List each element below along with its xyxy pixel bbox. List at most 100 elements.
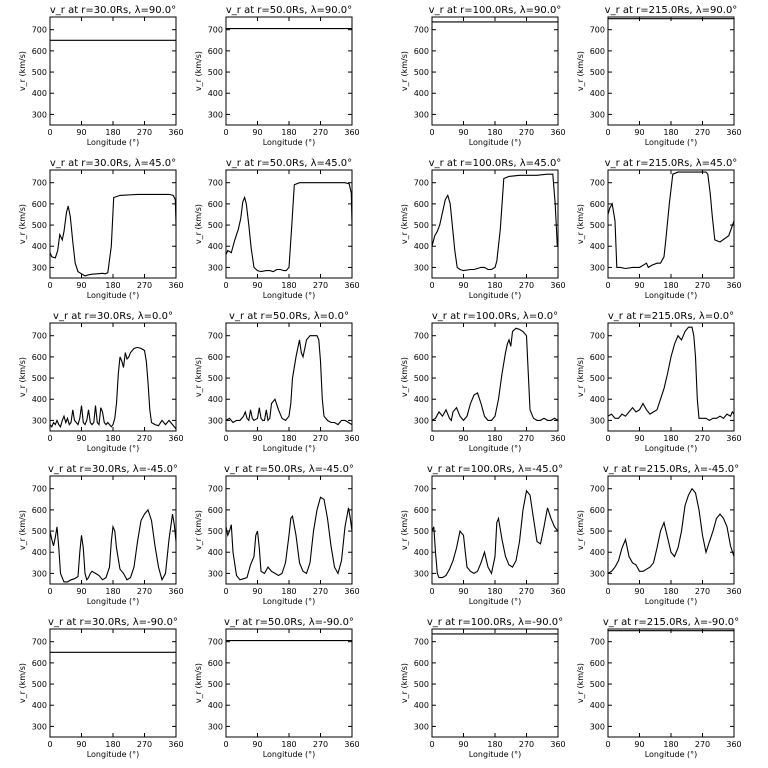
y-axis-label: v_r (km/s) (400, 510, 409, 550)
y-axis-label: v_r (km/s) (576, 510, 585, 550)
x-tick-label: 90 (252, 128, 262, 137)
y-tick-label: 300 (208, 416, 223, 425)
x-tick-label: 360 (550, 434, 565, 443)
x-tick-label: 270 (313, 740, 328, 749)
panel-title: v_r at r=50.0Rs, λ=0.0° (229, 311, 349, 322)
plot-frame (225, 628, 353, 738)
x-tick-label: 90 (634, 128, 644, 137)
panel-title: v_r at r=215.0Rs, λ=0.0° (608, 311, 734, 322)
panel-title: v_r at r=30.0Rs, λ=0.0° (53, 311, 173, 322)
panel: v_r at r=50.0Rs, λ=-90.0° 0 90 180 270 360 300… (194, 617, 360, 759)
x-tick-label: 360 (168, 128, 183, 137)
x-tick-label: 270 (313, 434, 328, 443)
series-line (431, 173, 558, 272)
y-tick-label: 500 (590, 374, 605, 383)
x-tick-label: 90 (634, 281, 644, 290)
panel-title: v_r at r=215.0Rs, λ=-90.0° (603, 617, 739, 628)
y-tick-label: 600 (590, 353, 605, 362)
x-tick-label: 180 (281, 434, 296, 443)
y-tick-label: 700 (32, 179, 47, 188)
panel-title: v_r at r=50.0Rs, λ=-45.0° (224, 464, 354, 475)
x-tick-label: 270 (137, 587, 152, 596)
x-axis-label: Longitude (°) (645, 138, 698, 147)
x-tick-label: 90 (634, 740, 644, 749)
y-tick-label: 700 (590, 179, 605, 188)
x-tick-label: 180 (487, 434, 502, 443)
plot-frame (607, 628, 735, 738)
y-tick-label: 600 (32, 200, 47, 209)
x-tick-label: 180 (105, 434, 120, 443)
panel-title: v_r at r=100.0Rs, λ=90.0° (429, 5, 562, 16)
y-tick-label: 500 (414, 221, 429, 230)
x-axis-label: Longitude (°) (645, 444, 698, 453)
x-tick-label: 180 (663, 281, 678, 290)
y-axis-label: v_r (km/s) (400, 357, 409, 397)
plot-frame (49, 169, 177, 279)
y-tick-label: 400 (32, 89, 47, 98)
x-tick-label: 180 (663, 740, 678, 749)
panel: v_r at r=100.0Rs, λ=90.0° 0 90 180 270 360 300… (400, 5, 566, 147)
x-axis-label: Longitude (°) (645, 291, 698, 300)
series-line (431, 489, 559, 579)
panel-title: v_r at r=30.0Rs, λ=45.0° (50, 158, 176, 169)
x-tick-label: 0 (47, 587, 52, 596)
x-tick-label: 180 (281, 281, 296, 290)
x-tick-label: 360 (550, 740, 565, 749)
y-tick-label: 300 (32, 263, 47, 272)
y-tick-label: 600 (414, 353, 429, 362)
y-tick-label: 600 (208, 47, 223, 56)
plot-frame (431, 628, 559, 738)
x-tick-label: 360 (726, 740, 741, 749)
y-tick-label: 300 (32, 416, 47, 425)
panel-title: v_r at r=100.0Rs, λ=0.0° (432, 311, 558, 322)
x-tick-label: 180 (281, 587, 296, 596)
y-tick-label: 300 (590, 263, 605, 272)
x-axis-label: Longitude (°) (263, 597, 316, 606)
series-line (225, 182, 353, 273)
x-tick-label: 270 (313, 128, 328, 137)
y-tick-label: 400 (32, 395, 47, 404)
x-tick-label: 360 (344, 434, 359, 443)
x-tick-label: 360 (168, 740, 183, 749)
plot-frame (225, 475, 353, 585)
y-tick-label: 700 (32, 485, 47, 494)
y-tick-label: 500 (32, 221, 47, 230)
x-tick-label: 90 (252, 434, 262, 443)
panel: v_r at r=100.0Rs, λ=-90.0° 0 90 180 270 360 30… (400, 617, 566, 759)
x-tick-label: 0 (47, 128, 52, 137)
series-line (49, 193, 177, 277)
y-tick-label: 500 (414, 374, 429, 383)
y-tick-label: 700 (208, 485, 223, 494)
plot-frame (431, 169, 559, 279)
x-tick-label: 180 (105, 587, 120, 596)
y-tick-label: 700 (590, 638, 605, 647)
y-tick-label: 600 (590, 659, 605, 668)
panel: v_r at r=215.0Rs, λ=90.0° 0 90 180 270 360 300… (576, 5, 742, 147)
y-tick-label: 600 (590, 47, 605, 56)
y-tick-label: 600 (414, 659, 429, 668)
x-tick-label: 270 (313, 587, 328, 596)
series-line (607, 171, 735, 270)
panel: v_r at r=100.0Rs, λ=-45.0° 0 90 180 270 360 30… (400, 464, 566, 606)
panel: v_r at r=30.0Rs, λ=-90.0° 0 90 180 270 360 300… (18, 617, 184, 759)
panel: v_r at r=215.0Rs, λ=45.0° 0 90 180 270 360 300… (576, 158, 742, 300)
y-tick-label: 600 (32, 659, 47, 668)
x-tick-label: 270 (519, 281, 534, 290)
plot-frame (225, 16, 353, 126)
y-tick-label: 700 (590, 485, 605, 494)
x-tick-label: 270 (695, 281, 710, 290)
y-tick-label: 600 (590, 506, 605, 515)
panel-title: v_r at r=30.0Rs, λ=90.0° (50, 5, 176, 16)
y-axis-label: v_r (km/s) (18, 663, 27, 703)
x-tick-label: 0 (605, 587, 610, 596)
y-tick-label: 600 (208, 659, 223, 668)
y-tick-label: 400 (590, 701, 605, 710)
y-tick-label: 600 (414, 200, 429, 209)
y-tick-label: 700 (32, 332, 47, 341)
x-tick-label: 90 (76, 740, 86, 749)
panel: v_r at r=215.0Rs, λ=0.0° 0 90 180 270 360 300 4… (576, 311, 742, 453)
x-tick-label: 360 (550, 128, 565, 137)
y-tick-label: 300 (414, 722, 429, 731)
series-line (49, 508, 177, 583)
